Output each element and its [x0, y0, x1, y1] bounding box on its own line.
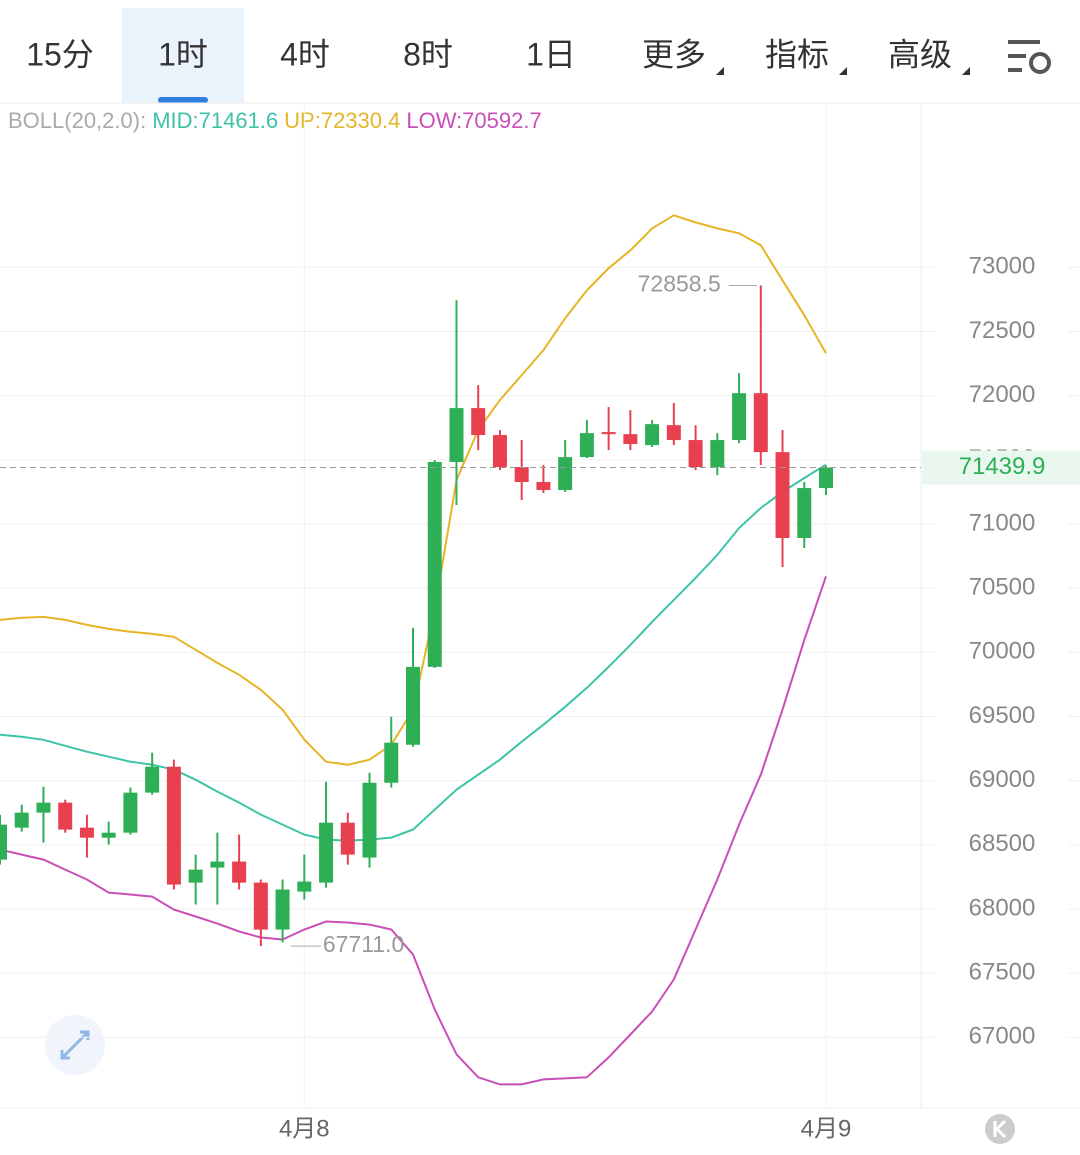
- candle-body: [406, 666, 420, 745]
- y-tick-label: 70500: [969, 574, 1036, 601]
- indicator-label: BOLL(20,2.0):: [8, 108, 146, 133]
- candle-body: [775, 452, 790, 538]
- back-to-latest[interactable]: [985, 1114, 1015, 1144]
- candle-body: [384, 742, 399, 783]
- candle-body: [732, 393, 747, 441]
- tab[interactable]: 1时: [158, 36, 208, 72]
- tab[interactable]: 1日: [526, 36, 576, 72]
- candle-body: [210, 861, 225, 868]
- tab[interactable]: 更多: [642, 36, 706, 72]
- tab[interactable]: 8时: [403, 36, 453, 72]
- candle-body: [601, 432, 616, 435]
- y-tick-label: 69500: [969, 702, 1036, 729]
- tab[interactable]: 15分: [26, 36, 94, 72]
- y-tick-label: 72500: [969, 317, 1036, 344]
- candle-body: [471, 408, 486, 436]
- candle-body: [58, 802, 73, 830]
- low-label: 67711.0: [323, 931, 404, 957]
- candle-body: [166, 766, 181, 885]
- candle-body: [558, 457, 573, 490]
- candle-body: [275, 889, 290, 930]
- candle-body: [492, 435, 507, 468]
- candle-body: [688, 440, 703, 468]
- x-tick-label: 4月9: [801, 1115, 852, 1142]
- candle-body: [340, 822, 355, 855]
- active-tab-underline: [158, 97, 208, 103]
- expand-button[interactable]: [45, 1015, 105, 1075]
- last-price-label: 71439.9: [959, 453, 1046, 480]
- candle-body: [645, 424, 660, 446]
- legend-entry: UP:72330.4: [284, 108, 400, 133]
- legend-entry: LOW:70592.7: [406, 108, 541, 133]
- candle-body: [145, 766, 160, 793]
- candle-body: [514, 467, 529, 483]
- boll-line: [0, 575, 827, 1086]
- candle-body: [232, 861, 247, 883]
- candle-body: [623, 434, 638, 445]
- x-tick-label: 4月8: [279, 1115, 330, 1142]
- tab[interactable]: 指标: [765, 36, 829, 72]
- candle-body: [253, 882, 268, 930]
- candle-body: [427, 462, 442, 667]
- boll-legend: BOLL(20,2.0): MID:71461.6 UP:72330.4 LOW:70…: [8, 108, 542, 133]
- candle-body: [319, 822, 334, 883]
- candle-body: [362, 782, 377, 858]
- tab[interactable]: 高级: [888, 36, 952, 72]
- candle-body: [188, 869, 203, 883]
- active-tab-bg: [122, 8, 244, 103]
- settings-icon[interactable]: [1008, 40, 1051, 74]
- y-tick-label: 69000: [969, 766, 1036, 793]
- candle-body: [579, 433, 594, 458]
- candle-body: [449, 408, 464, 463]
- dropdown-caret: [839, 67, 847, 75]
- tab[interactable]: 4时: [280, 36, 330, 72]
- candle-body: [36, 802, 51, 813]
- candle-body: [819, 467, 833, 489]
- y-tick-label: 67000: [969, 1023, 1036, 1050]
- candle-body: [710, 440, 725, 468]
- candle-body: [536, 482, 551, 490]
- y-tick-label: 70000: [969, 638, 1036, 665]
- candle-body: [0, 824, 7, 860]
- dropdown-caret: [962, 67, 970, 75]
- legend-entry: MID:71461.6: [152, 108, 278, 133]
- candle-body: [797, 488, 812, 538]
- y-tick-label: 72000: [969, 381, 1036, 408]
- high-label: 72858.5: [638, 271, 721, 297]
- candle-body: [753, 393, 768, 453]
- candle-body: [123, 792, 138, 833]
- candle-body: [101, 832, 116, 838]
- y-tick-label: 68000: [969, 894, 1036, 921]
- dropdown-caret: [716, 67, 724, 75]
- y-tick-label: 71000: [969, 509, 1036, 536]
- y-tick-label: 68500: [969, 830, 1036, 857]
- y-tick-label: 67500: [969, 959, 1036, 986]
- candle-body: [79, 827, 94, 838]
- y-tick-label: 73000: [969, 253, 1036, 280]
- boll-line: [0, 463, 827, 842]
- candle-body: [297, 881, 312, 892]
- candle-body: [666, 425, 681, 441]
- last-price-box: [922, 450, 1080, 485]
- candle-body: [14, 812, 29, 828]
